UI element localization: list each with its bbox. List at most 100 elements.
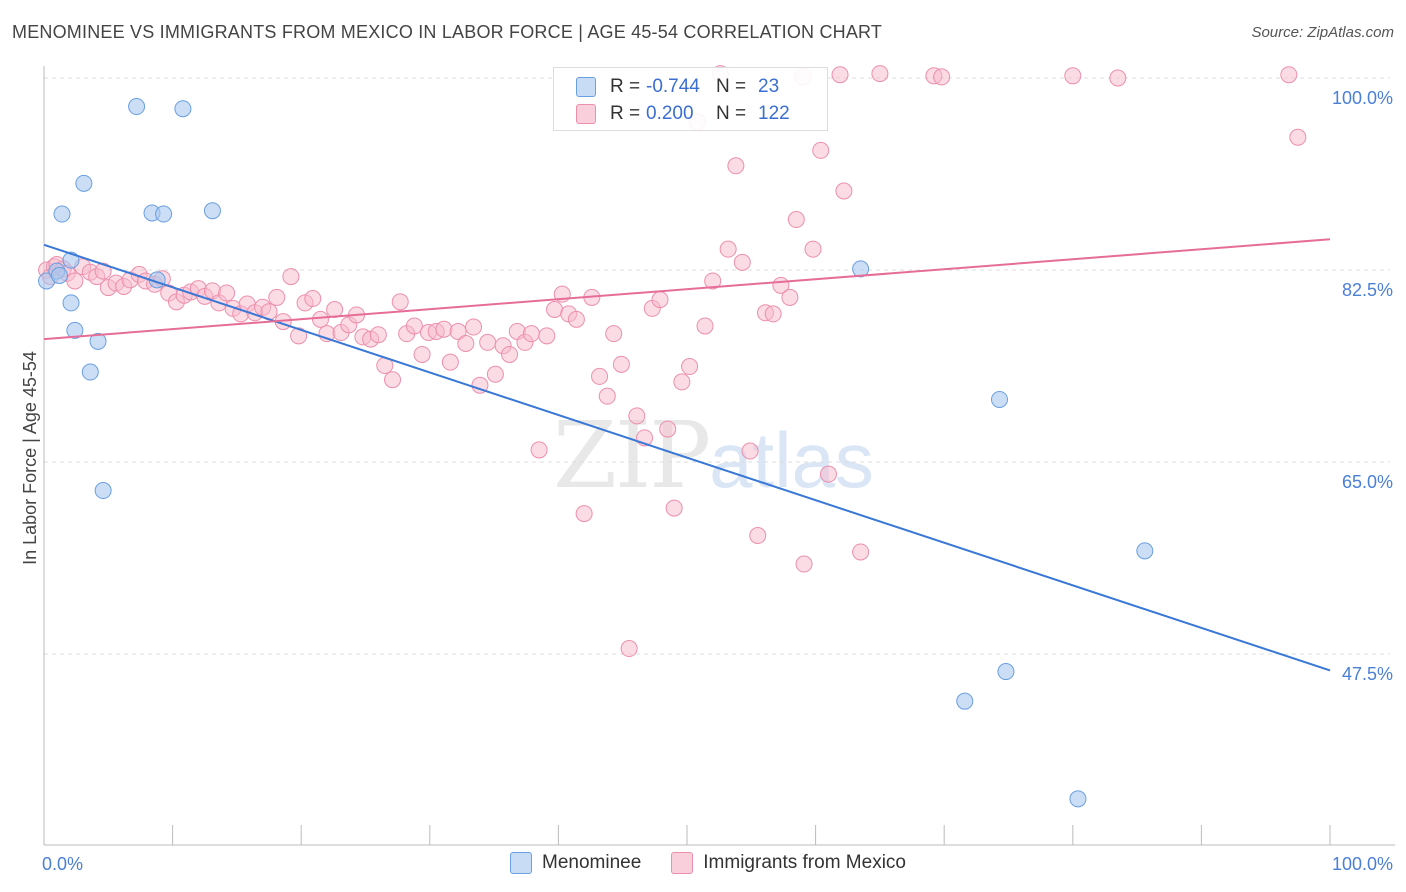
mexico-point xyxy=(435,320,453,338)
menominee-point xyxy=(94,482,112,500)
menominee-point xyxy=(62,294,80,312)
chart-title: MENOMINEE VS IMMIGRANTS FROM MEXICO IN L… xyxy=(12,22,883,42)
menominee-point xyxy=(81,363,99,381)
mexico-point xyxy=(530,441,548,459)
y-tick-label: 100.0% xyxy=(1332,88,1393,108)
mexico-point xyxy=(449,322,467,340)
legend-item-menominee[interactable]: Menominee xyxy=(510,852,641,874)
n-value: 23 xyxy=(758,76,780,97)
mexico-point xyxy=(501,345,519,363)
legend-row-mexico: R = 0.200 N = 122 xyxy=(576,101,790,127)
source-credit: Source: ZipAtlas.com xyxy=(1251,24,1394,41)
mexico-point xyxy=(795,555,813,573)
mexico-points xyxy=(38,65,1307,658)
mexico-point xyxy=(441,353,459,371)
menominee-point xyxy=(53,205,71,223)
mexico-point xyxy=(486,365,504,383)
y-tick-label: 47.5% xyxy=(1342,664,1393,684)
r-label: R = xyxy=(610,103,641,124)
tick-labels: 100.0% 82.5% 65.0% 47.5% 0.0% 100.0% xyxy=(42,88,1393,874)
y-tick-label: 65.0% xyxy=(1342,472,1393,492)
x-tick-label: 0.0% xyxy=(42,854,83,874)
mexico-point xyxy=(94,262,112,280)
mexico-point xyxy=(719,240,737,258)
menominee-point xyxy=(203,202,221,220)
mexico-point xyxy=(546,300,564,318)
mexico-point xyxy=(781,288,799,306)
mexico-point xyxy=(727,157,745,175)
mexico-point xyxy=(612,355,630,373)
menominee-trend-line xyxy=(43,243,1331,672)
r-label: R = xyxy=(610,76,641,97)
y-tick-label: 82.5% xyxy=(1342,280,1393,300)
mexico-point xyxy=(598,387,616,405)
trend-lines xyxy=(43,238,1331,672)
mexico-point xyxy=(819,465,837,483)
mexico-point xyxy=(290,327,308,345)
mexico-swatch xyxy=(671,852,694,874)
mexico-point xyxy=(704,272,722,290)
menominee-points xyxy=(38,98,1154,808)
mexico-point xyxy=(326,300,344,318)
menominee-label: Menominee xyxy=(542,852,642,873)
mexico-point xyxy=(311,310,329,328)
mexico-point xyxy=(465,318,483,336)
menominee-point xyxy=(75,174,93,192)
n-value: 122 xyxy=(758,103,790,124)
legend-row-menominee: R = -0.744 N = 23 xyxy=(576,74,779,100)
mexico-point xyxy=(804,240,822,258)
mexico-point xyxy=(933,68,951,86)
menominee-point xyxy=(990,390,1008,408)
mexico-point xyxy=(681,358,699,376)
mexico-point xyxy=(567,310,585,328)
mexico-point xyxy=(665,499,683,517)
mexico-point xyxy=(733,253,751,271)
n-label: N = xyxy=(716,103,747,124)
mexico-point xyxy=(218,284,236,302)
gridlines xyxy=(44,77,1390,655)
mexico-point xyxy=(1289,128,1307,146)
mexico-swatch xyxy=(576,104,596,124)
watermark-atlas: atlas xyxy=(709,416,874,504)
mexico-point xyxy=(628,407,646,425)
mexico-point xyxy=(413,345,431,363)
menominee-point xyxy=(997,663,1015,681)
n-label: N = xyxy=(716,76,747,97)
mexico-point xyxy=(575,505,593,523)
mexico-point xyxy=(522,325,540,343)
series-legend: Menominee Immigrants from Mexico xyxy=(510,852,936,874)
menominee-point xyxy=(1069,790,1087,808)
r-value: -0.744 xyxy=(646,76,700,97)
mexico-point xyxy=(620,640,638,658)
mexico-point xyxy=(651,291,669,309)
menominee-swatch xyxy=(576,77,596,97)
mexico-point xyxy=(812,141,830,159)
mexico-point xyxy=(1064,67,1082,85)
menominee-point xyxy=(852,260,870,278)
x-tick-label: 100.0% xyxy=(1332,854,1393,874)
mexico-point xyxy=(282,268,300,286)
mexico-point xyxy=(66,272,84,290)
mexico-point xyxy=(479,333,497,351)
mexico-point xyxy=(369,326,387,344)
mexico-point xyxy=(1109,69,1127,87)
menominee-point xyxy=(89,332,107,350)
mexico-point xyxy=(741,442,759,460)
mexico-point xyxy=(871,65,889,83)
menominee-point xyxy=(174,100,192,118)
mexico-trend-line xyxy=(43,238,1331,341)
mexico-point xyxy=(405,317,423,335)
mexico-point xyxy=(471,376,489,394)
r-value: 0.200 xyxy=(646,103,694,124)
mexico-point xyxy=(268,288,286,306)
menominee-point xyxy=(128,98,146,116)
mexico-point xyxy=(831,66,849,84)
menominee-point xyxy=(50,266,68,284)
axes xyxy=(43,66,1395,846)
mexico-point xyxy=(764,305,782,323)
mexico-point xyxy=(852,543,870,561)
mexico-point xyxy=(835,182,853,200)
menominee-point xyxy=(956,692,974,710)
legend-item-mexico[interactable]: Immigrants from Mexico xyxy=(671,852,906,874)
